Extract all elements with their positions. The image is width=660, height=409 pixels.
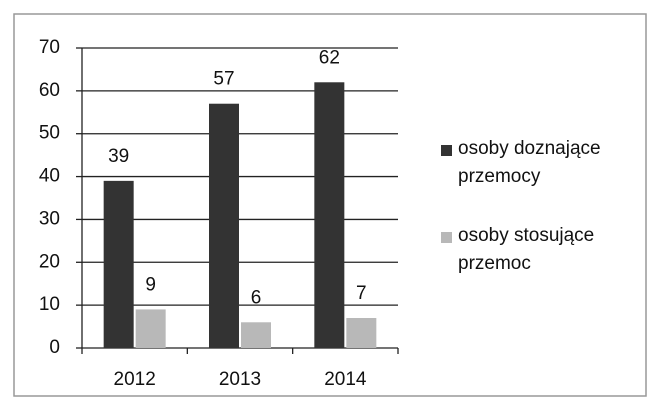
x-tick-label: 2014 [324,369,367,390]
data-label: 57 [213,69,234,90]
frame [13,13,647,397]
legend-label: osoby doznające przemocy [458,138,601,187]
y-tick-label: 50 [39,123,60,144]
y-tick-label: 30 [39,208,60,229]
y-tick-label: 60 [39,80,60,101]
x-tick-label: 2013 [219,369,261,390]
y-tick-label: 40 [39,166,60,187]
legend-swatch [441,232,452,243]
y-tick-label: 10 [39,294,60,315]
y-tick-label: 70 [39,37,60,58]
bar [209,103,239,348]
bar [103,180,134,348]
bar [135,309,166,348]
bar [346,318,377,348]
data-label: 62 [319,47,340,68]
y-tick-label: 20 [39,251,60,272]
bar [314,82,345,349]
data-label: 39 [108,146,129,167]
legend-swatch [441,145,452,156]
data-label: 9 [145,274,156,295]
legend-label: osoby stosujące przemoc [458,225,595,274]
bar [241,322,271,348]
y-tick-label: 0 [49,337,60,358]
x-tick-label: 2012 [114,369,156,390]
data-label: 6 [251,287,262,308]
data-label: 7 [356,283,367,304]
